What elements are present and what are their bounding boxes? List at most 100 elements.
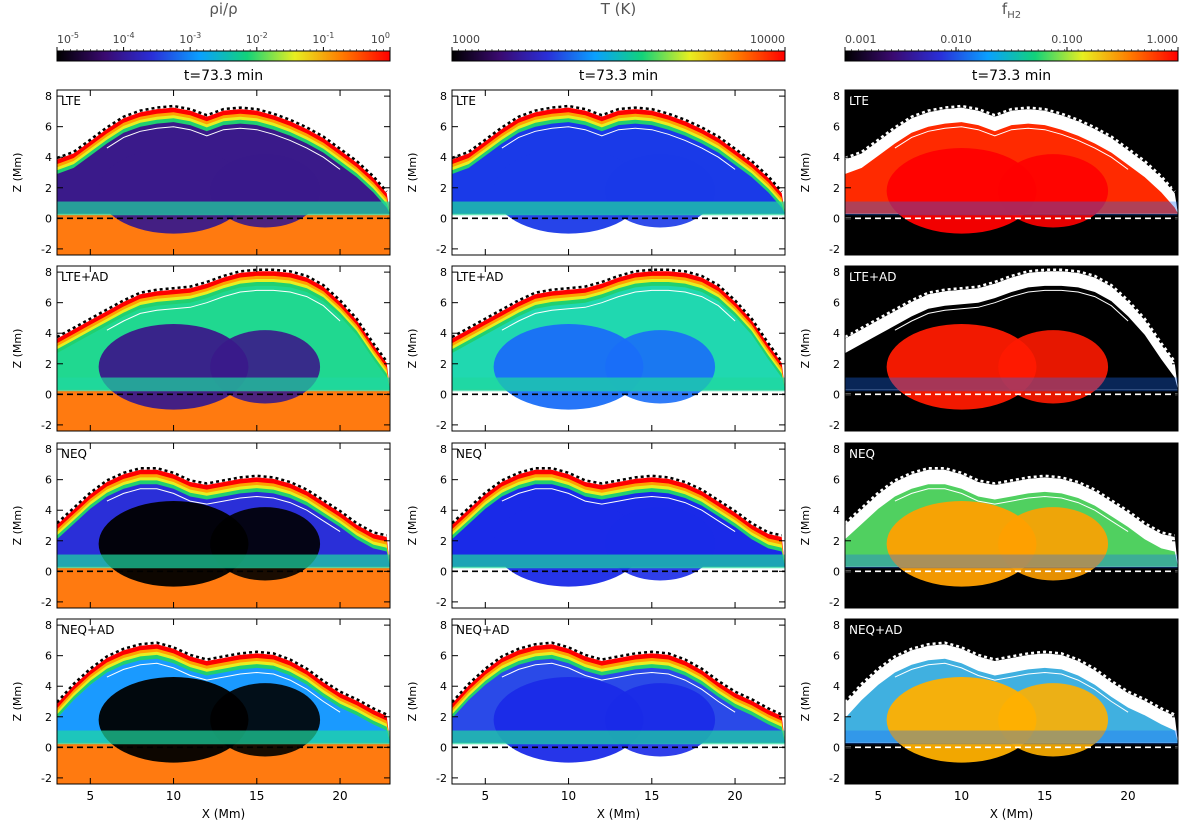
y-tick-label: 0: [833, 212, 840, 225]
panel-image: [57, 266, 390, 431]
x-axis-label: X (Mm): [202, 807, 245, 821]
colorbar-tick-label: 10-2: [246, 31, 268, 46]
panel-image: [452, 443, 785, 608]
y-tick-label: 8: [440, 619, 447, 632]
row-label: NEQ+AD: [61, 623, 115, 637]
y-tick-label: -2: [41, 772, 52, 785]
panel: NEQ+AD -2 0 2 4 6 8 5 10 15 20 Z (Mm) X (Mm): [11, 618, 391, 821]
y-tick-label: -2: [829, 419, 840, 432]
bubble-core-right: [998, 330, 1109, 404]
x-tick-label: 5: [874, 789, 882, 803]
panel: LTE+AD -2 0 2 4 6 8 Z (Mm): [11, 265, 391, 432]
chromosphere-band: [452, 730, 785, 745]
panel-frame: [56, 265, 391, 432]
bubble-core-right: [210, 330, 321, 404]
y-tick-label: 6: [45, 121, 52, 134]
y-tick-label: 2: [440, 535, 447, 548]
bubble-core-right: [605, 507, 716, 581]
panel-image: [57, 443, 390, 608]
colorbar-tick-label: 0.010: [940, 33, 972, 46]
y-tick-label: -2: [436, 596, 447, 609]
chromosphere-band: [452, 201, 785, 216]
row-label: NEQ: [456, 447, 482, 461]
time-label: t=73.3 min: [184, 68, 263, 84]
panel-image: [845, 619, 1178, 784]
bubble-boundary: [452, 104, 783, 193]
y-tick-label: 4: [45, 327, 52, 340]
y-tick-label: 8: [45, 619, 52, 632]
y-tick-label: 0: [45, 565, 52, 578]
row-label: LTE+AD: [456, 270, 503, 284]
colorbar-tick-label: 0.100: [1051, 33, 1083, 46]
chromosphere-band: [57, 201, 390, 216]
y-tick-label: 6: [833, 474, 840, 487]
chromosphere-band: [845, 554, 1178, 569]
time-label: t=73.3 min: [972, 68, 1051, 84]
bubble-core-right: [998, 683, 1109, 757]
bubble-core-right: [998, 507, 1109, 581]
contour-white: [894, 126, 1129, 170]
bubble-core-left: [886, 501, 1037, 587]
y-tick-label: 8: [440, 266, 447, 279]
y-tick-label: 0: [833, 741, 840, 754]
chromosphere-band: [452, 377, 785, 392]
y-tick-label: 4: [833, 151, 840, 164]
x-axis-label: X (Mm): [597, 807, 640, 821]
bubble-boundary: [57, 104, 388, 193]
y-tick-label: 6: [833, 121, 840, 134]
x-tick-label: 15: [249, 789, 264, 803]
contour-white: [894, 662, 1129, 713]
y-tick-label: 6: [45, 650, 52, 663]
y-tick-label: 0: [45, 212, 52, 225]
y-tick-label: 8: [440, 90, 447, 103]
panel-frame: [56, 618, 391, 785]
y-tick-label: 8: [440, 443, 447, 456]
panel-image: [57, 619, 390, 784]
y-tick-label: 4: [440, 327, 447, 340]
colorbar-title: T (K): [600, 0, 636, 18]
contour-white: [106, 289, 341, 331]
colorbar-tick-label: 10-3: [179, 31, 201, 46]
y-tick-label: 8: [833, 266, 840, 279]
panel-image: [452, 619, 785, 784]
y-tick-label: 6: [833, 650, 840, 663]
y-tick-label: -2: [41, 596, 52, 609]
colorbar-tick-label: 100: [371, 31, 390, 46]
bubble-core-left: [886, 324, 1037, 410]
panel-frame: [451, 89, 786, 256]
y-tick-label: -2: [829, 772, 840, 785]
colorbar-tick-label: 10-5: [57, 31, 79, 46]
y-tick-label: 2: [45, 358, 52, 371]
colorbar: [56, 50, 391, 62]
y-tick-label: 4: [440, 151, 447, 164]
x-tick-label: 10: [561, 789, 576, 803]
y-tick-label: -2: [41, 243, 52, 256]
panel: NEQ+AD -2 0 2 4 6 8 5 10 15 20 Z (Mm) X (Mm): [799, 618, 1179, 821]
panel-image: [57, 90, 390, 255]
colorbar-tick-exponent: -4: [127, 31, 135, 40]
panel-image: [845, 266, 1178, 431]
y-tick-label: -2: [829, 243, 840, 256]
row-label: LTE+AD: [849, 270, 896, 284]
chromosphere-band: [845, 377, 1178, 392]
y-axis-label: Z (Mm): [406, 329, 419, 369]
y-tick-label: 6: [440, 650, 447, 663]
y-tick-label: 0: [45, 388, 52, 401]
panel-frame: [451, 618, 786, 785]
y-tick-label: 2: [45, 535, 52, 548]
contour-white: [501, 126, 736, 170]
chromosphere-band: [845, 730, 1178, 745]
panel-frame: [56, 89, 391, 256]
y-tick-label: 2: [833, 182, 840, 195]
colorbar-tick-exponent: -2: [260, 31, 268, 40]
y-axis-label: Z (Mm): [11, 506, 24, 546]
y-tick-label: 8: [45, 443, 52, 456]
y-tick-label: 6: [833, 297, 840, 310]
y-tick-label: -2: [436, 419, 447, 432]
bubble-boundary: [452, 466, 782, 537]
y-tick-label: 4: [833, 680, 840, 693]
y-axis-label: Z (Mm): [406, 506, 419, 546]
colorbar-tick-label: 10-4: [113, 31, 135, 46]
panel-image: [845, 90, 1178, 255]
y-tick-label: 4: [45, 680, 52, 693]
